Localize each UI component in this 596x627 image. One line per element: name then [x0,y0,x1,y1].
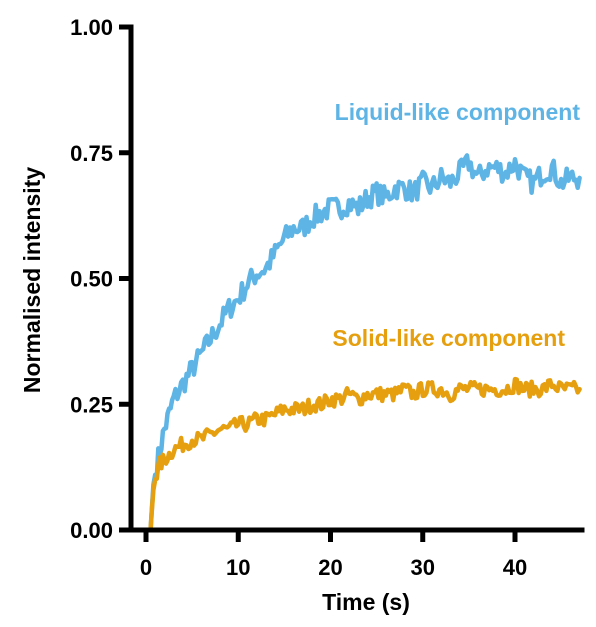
series-label-liquid: Liquid-like component [335,99,581,125]
x-tick-label: 40 [503,555,527,580]
y-tick-label: 0.50 [70,267,113,292]
x-tick-label: 10 [226,555,250,580]
y-tick-label: 0.75 [70,141,113,166]
series-label-solid: Solid-like component [332,325,565,351]
series-layer [148,153,582,533]
x-tick-label: 30 [411,555,435,580]
y-tick-label: 0.00 [70,518,113,543]
x-tick-label: 20 [318,555,342,580]
y-tick-label: 1.00 [70,15,113,40]
x-axis-title: Time (s) [322,589,410,615]
series-line-liquid [148,153,582,533]
axes-layer: 0.00 0.25 0.50 0.75 1.00 0 10 20 30 40 [70,15,585,580]
y-axis-title: Normalised intensity [19,167,45,393]
series-line-solid [148,376,582,533]
x-tick-label: 0 [140,555,152,580]
y-tick-label: 0.25 [70,392,113,417]
